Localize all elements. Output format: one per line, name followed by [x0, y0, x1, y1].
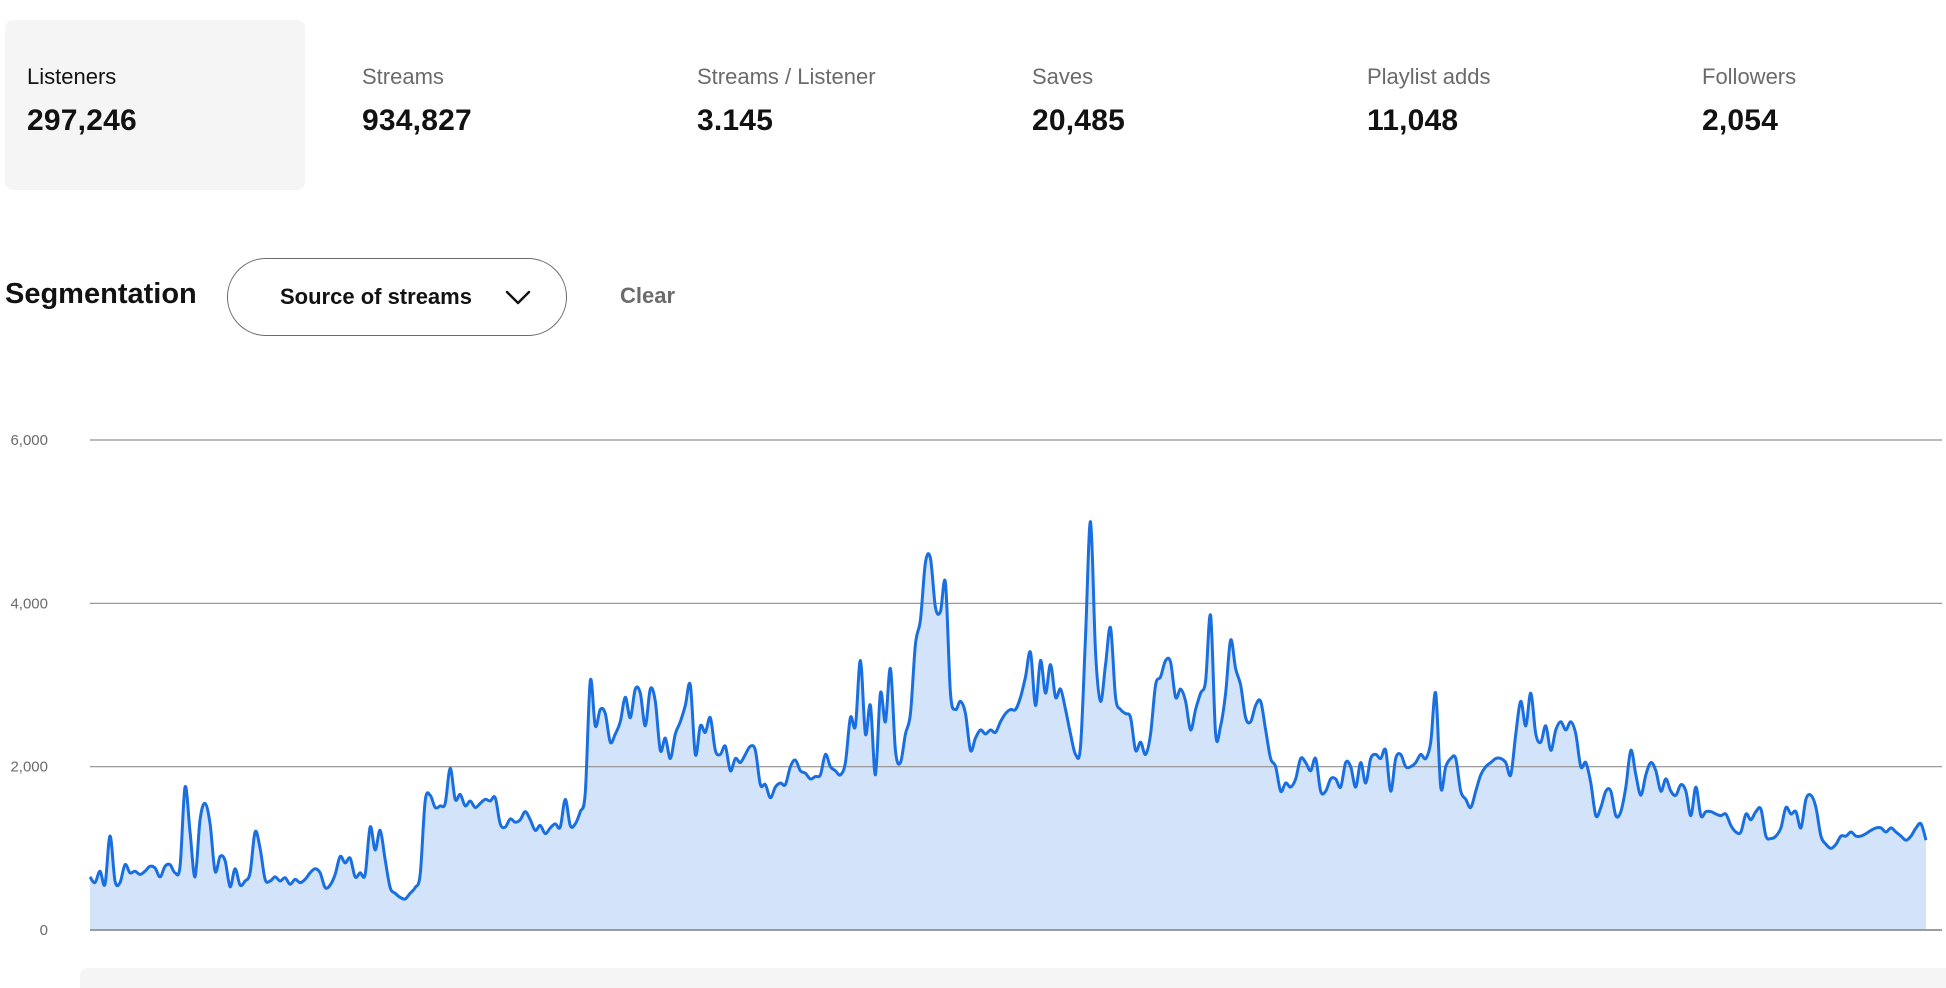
stat-value: 20,485 — [1032, 104, 1125, 137]
stat-label: Listeners — [27, 64, 117, 89]
stat-value: 11,048 — [1367, 104, 1459, 137]
series-line[interactable] — [88, 520, 1928, 901]
clear-button[interactable]: Clear — [620, 283, 676, 308]
stat-label: Saves — [1032, 64, 1094, 89]
stat-tab-saves[interactable]: Saves 20,485 — [1010, 20, 1310, 190]
stat-label: Followers — [1702, 64, 1797, 89]
stat-value: 2,054 — [1702, 104, 1779, 137]
stat-label: Playlist adds — [1367, 64, 1491, 89]
stat-value: 934,827 — [362, 104, 472, 137]
segmentation-title: Segmentation — [5, 278, 197, 310]
y-tick-label: 4,000 — [10, 595, 48, 612]
stat-tab-followers[interactable]: Followers 2,054 — [1680, 20, 1946, 190]
y-tick-label: 6,000 — [10, 432, 48, 449]
y-tick-label: 0 — [40, 922, 48, 939]
y-tick-label: 2,000 — [10, 759, 48, 776]
listeners-area-chart: 0 2,000 4,000 6,000 — [10, 432, 1942, 939]
stat-tab-streams-per-listener[interactable]: Streams / Listener 3.145 — [675, 20, 975, 190]
stat-tab-listeners[interactable]: Listeners 297,246 — [5, 20, 305, 190]
stat-value: 3.145 — [697, 104, 774, 137]
segmentation-dropdown[interactable]: Source of streams — [227, 258, 567, 336]
series-area-fill — [90, 521, 1926, 930]
stat-tab-streams[interactable]: Streams 934,827 — [340, 20, 640, 190]
segmentation-dropdown-label: Source of streams — [280, 284, 472, 309]
stat-tab-playlist-adds[interactable]: Playlist adds 11,048 — [1345, 20, 1645, 190]
bottom-panel — [80, 968, 1946, 988]
stat-label: Streams / Listener — [697, 64, 876, 89]
stat-value: 297,246 — [27, 104, 137, 137]
chevron-down-icon — [505, 290, 531, 305]
stats-row: Listeners 297,246 Streams 934,827 Stream… — [0, 0, 1946, 200]
stat-label: Streams — [362, 64, 444, 89]
